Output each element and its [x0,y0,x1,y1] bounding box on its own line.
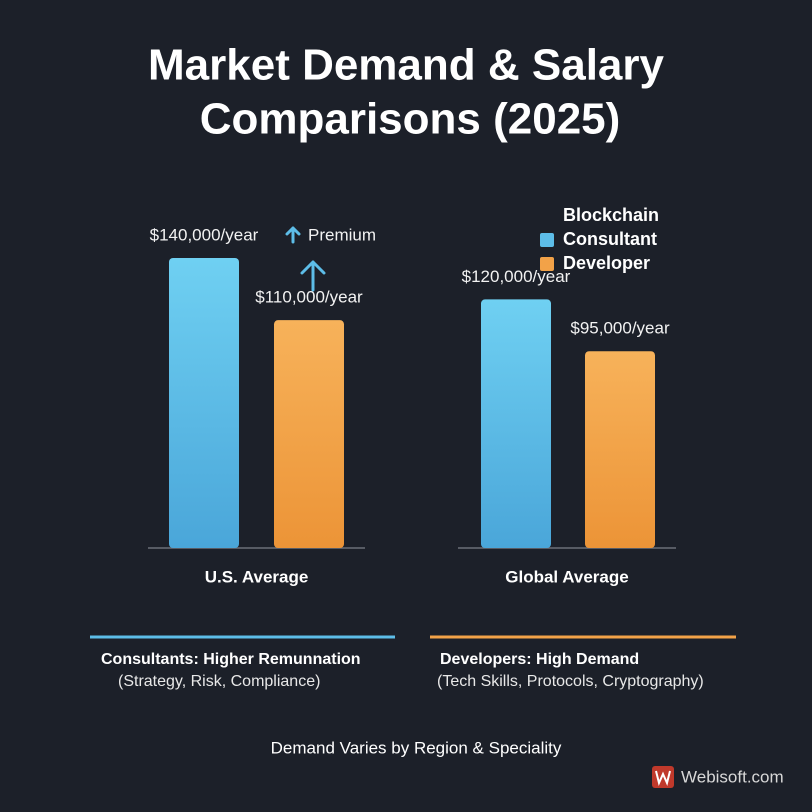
bar [481,299,551,548]
value-label: $140,000/year [150,225,259,244]
note-title: Developers: High Demand [440,651,639,668]
brand-logo [652,766,674,788]
value-label: $120,000/year [462,267,571,286]
note-title: Consultants: Higher Remunnation [101,651,361,668]
legend-swatch [540,257,554,271]
x-tick-label: U.S. Average [205,567,309,586]
value-label: $110,000/year [255,288,363,307]
legend-title: Blockchain [563,205,659,225]
annotation: Premium [308,225,376,244]
x-tick-label: Global Average [505,567,628,586]
brand: Webisoft.com [681,767,784,786]
premium-arrows [285,226,326,292]
legend-swatch [540,233,554,247]
legend-label: Developer [563,253,650,273]
chart-title: Market Demand & Salary [148,41,665,90]
value-label: $95,000/year [570,319,670,338]
legend-label: Consultant [563,229,657,249]
note-detail: (Tech Skills, Protocols, Cryptography) [437,673,704,690]
bar [585,351,655,548]
chart-title: Comparisons (2025) [200,95,621,144]
note-detail: (Strategy, Risk, Compliance) [118,673,320,690]
footer: Demand Varies by Region & Speciality [271,738,562,757]
bar [274,320,344,548]
bar [169,258,239,548]
